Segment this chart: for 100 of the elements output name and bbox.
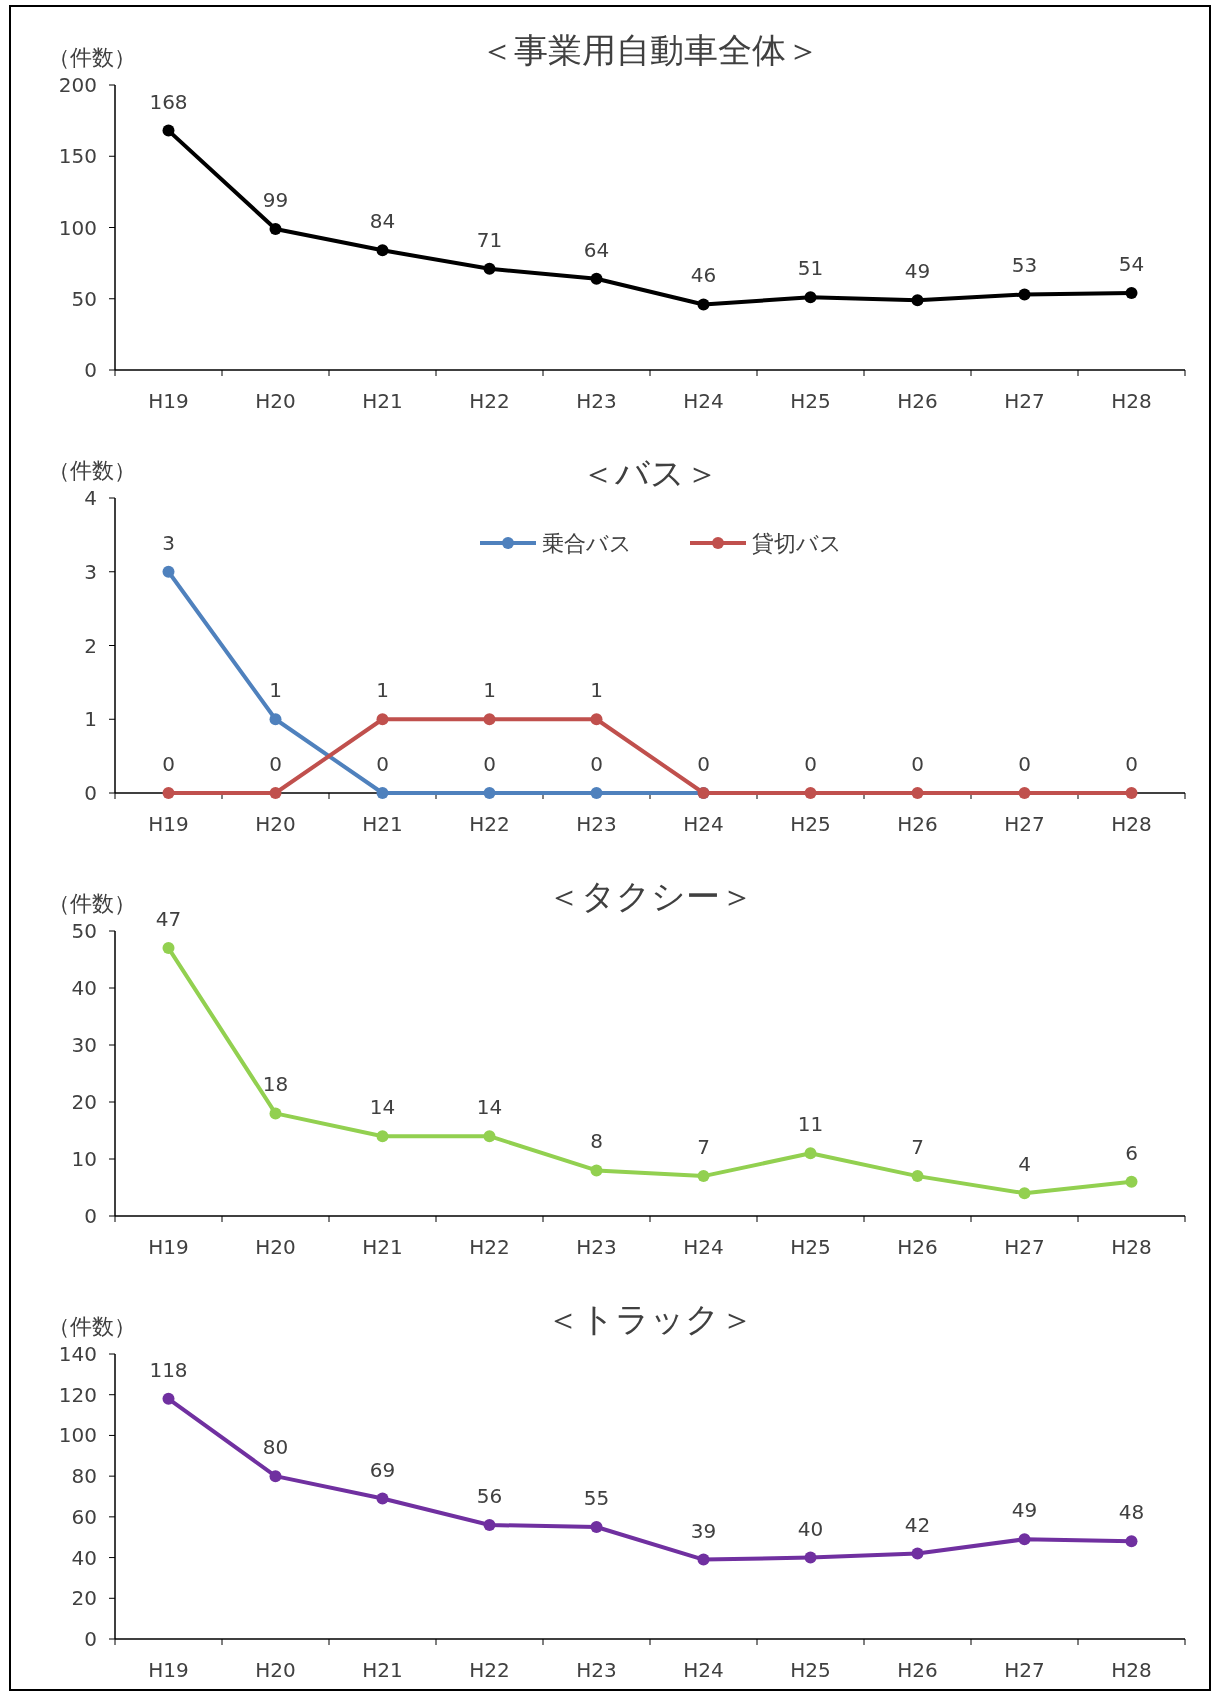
x-tick-label: H24 (683, 812, 724, 836)
x-tick-label: H28 (1111, 1235, 1152, 1259)
x-tick-label: H20 (255, 1235, 296, 1259)
x-tick-label: H26 (897, 812, 938, 836)
y-tick-label: 60 (71, 1504, 97, 1529)
chart-title: ＜トラック＞ (546, 1299, 754, 1339)
x-tick-label: H22 (469, 812, 510, 836)
point (1125, 287, 1138, 300)
y-tick-label: 0 (84, 358, 97, 382)
data-label: 46 (690, 263, 717, 288)
point (483, 713, 496, 726)
data-label: 168 (149, 89, 188, 114)
point (483, 262, 496, 275)
y-tick-label: 80 (71, 1464, 97, 1489)
data-label: 0 (269, 752, 282, 776)
y-tick-label: 140 (58, 1342, 97, 1366)
point (590, 787, 603, 799)
y-tick-label: 40 (71, 976, 97, 1000)
chart-title: ＜事業用自動車全体＞ (480, 30, 820, 70)
point (1125, 787, 1138, 799)
point (804, 787, 817, 799)
point (590, 1164, 603, 1177)
y-tick-label: 1 (84, 707, 97, 732)
data-label: 49 (904, 259, 931, 284)
data-label: 69 (369, 1457, 396, 1482)
point (697, 1170, 710, 1183)
point (590, 1521, 603, 1534)
point (1125, 1175, 1138, 1188)
y-tick-label: 120 (58, 1382, 97, 1407)
data-label: 64 (583, 237, 610, 262)
data-label: 0 (590, 752, 603, 776)
data-label: 1 (376, 678, 389, 703)
point (590, 713, 603, 726)
chart-title: ＜タクシー＞ (546, 876, 754, 916)
x-tick-label: H25 (790, 389, 831, 413)
point (269, 222, 282, 235)
x-tick-label: H20 (255, 1658, 296, 1682)
y-axis-title: （件数） (48, 891, 136, 916)
x-tick-label: H25 (790, 1658, 831, 1682)
point (376, 713, 389, 726)
data-label: 7 (911, 1135, 924, 1160)
point (590, 272, 603, 285)
y-axis-title: （件数） (48, 458, 136, 483)
x-tick-label: H19 (148, 812, 189, 836)
x-tick-label: H21 (362, 1658, 403, 1682)
point (162, 942, 175, 955)
y-tick-label: 4 (84, 486, 97, 510)
data-label: 14 (476, 1095, 503, 1120)
point (911, 1170, 924, 1183)
data-label: 118 (149, 1357, 188, 1382)
x-tick-label: H28 (1111, 1658, 1152, 1682)
data-label: 18 (262, 1072, 289, 1097)
point (269, 713, 282, 726)
x-tick-label: H19 (148, 1658, 189, 1682)
x-tick-label: H23 (576, 389, 617, 413)
x-tick-label: H21 (362, 812, 403, 836)
point (911, 294, 924, 307)
y-axis-title: （件数） (48, 1314, 136, 1339)
data-label: 55 (583, 1486, 610, 1511)
x-tick-label: H22 (469, 1658, 510, 1682)
point (483, 1519, 496, 1531)
point (483, 1130, 496, 1143)
y-tick-label: 0 (84, 781, 97, 805)
data-label: 0 (1018, 752, 1031, 776)
point (1018, 787, 1031, 799)
point (269, 787, 282, 799)
data-label: 11 (797, 1112, 824, 1137)
y-tick-label: 150 (58, 144, 97, 169)
y-tick-label: 0 (84, 1627, 97, 1651)
data-label: 0 (1125, 752, 1138, 776)
y-axis-title: （件数） (48, 45, 136, 70)
data-label: 0 (804, 752, 817, 776)
x-tick-label: H27 (1004, 812, 1045, 836)
x-tick-label: H26 (897, 1235, 938, 1259)
data-label: 0 (483, 752, 496, 776)
data-label: 80 (262, 1435, 289, 1460)
point (269, 1107, 282, 1120)
x-tick-label: H28 (1111, 389, 1152, 413)
point (376, 1492, 389, 1505)
x-tick-label: H27 (1004, 389, 1045, 413)
data-label: 53 (1011, 253, 1038, 278)
data-label: 0 (376, 752, 389, 776)
x-tick-label: H22 (469, 389, 510, 413)
x-tick-label: H27 (1004, 1658, 1045, 1682)
data-label: 39 (690, 1518, 717, 1543)
data-label: 42 (904, 1512, 931, 1537)
data-label: 84 (369, 209, 396, 234)
x-tick-label: H21 (362, 389, 403, 413)
data-label: 40 (797, 1516, 824, 1541)
data-label: 47 (155, 907, 182, 932)
y-tick-label: 100 (58, 1423, 97, 1448)
y-tick-label: 200 (58, 73, 97, 97)
point (804, 1147, 817, 1160)
point (269, 1470, 282, 1483)
x-tick-label: H25 (790, 1235, 831, 1259)
point (162, 1392, 175, 1405)
x-tick-label: H19 (148, 1235, 189, 1259)
chart-title: ＜バス＞ (581, 453, 719, 493)
x-tick-label: H27 (1004, 1235, 1045, 1259)
data-label: 1 (483, 678, 496, 703)
